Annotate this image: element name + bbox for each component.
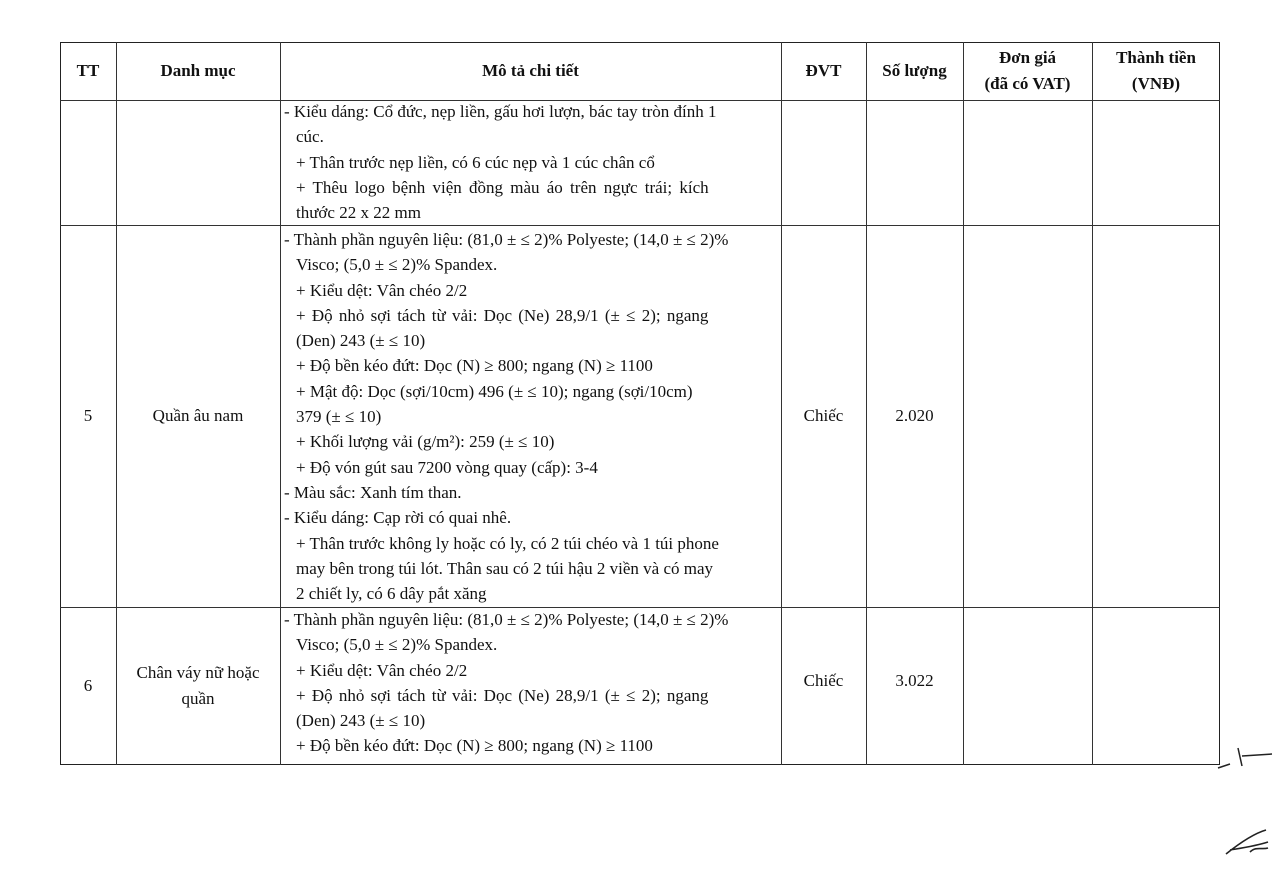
- header-thanh-tien: Thành tiền (VNĐ): [1092, 42, 1220, 100]
- desc-line: - Kiểu dáng: Cạp rời có quai nhê.: [284, 508, 512, 528]
- column-divider: [866, 42, 867, 765]
- column-divider: [1092, 42, 1093, 765]
- header-don-gia-line2: (đã có VAT): [984, 74, 1071, 93]
- row-dvt: Chiếc: [803, 406, 844, 425]
- row-tt: 5: [83, 406, 93, 425]
- column-divider: [116, 42, 117, 765]
- row-danh-muc: Quần âu nam: [152, 406, 244, 425]
- desc-line: - Thành phần nguyên liệu: (81,0 ± ≤ 2)% …: [284, 230, 729, 249]
- desc-line: thước 22 x 22 mm: [296, 203, 421, 223]
- header-dvt: ĐVT: [805, 61, 842, 80]
- desc-line: - Thành phần nguyên liệu: (81,0 ± ≤ 2)% …: [284, 610, 729, 629]
- header-so-luong: Số lượng: [882, 61, 947, 80]
- desc-line: cúc.: [296, 127, 324, 147]
- desc-line: - Màu sắc: Xanh tím than.: [284, 482, 462, 502]
- row-divider: [60, 607, 1220, 608]
- desc-line: 379 (± ≤ 10): [296, 407, 382, 427]
- table-row-description: - Kiểu dáng: Cổ đức, nẹp liền, gấu hơi l…: [284, 99, 774, 225]
- desc-line: Visco; (5,0 ± ≤ 2)% Spandex.: [296, 635, 498, 655]
- table-row-description: - Thành phần nguyên liệu: (81,0 ± ≤ 2)% …: [284, 227, 774, 606]
- row-danh-muc-line1: Chân váy nữ hoặc: [136, 663, 260, 682]
- desc-line: 2 chiết ly, có 6 dây pắt xăng: [296, 584, 487, 604]
- desc-line: + Thân trước không ly hoặc có ly, có 2 t…: [296, 533, 719, 553]
- desc-line: (Den) 243 (± ≤ 10): [296, 711, 426, 731]
- desc-line: + Khối lượng vải (g/m²): 259 (± ≤ 10): [296, 432, 555, 452]
- header-mo-ta: Mô tả chi tiết: [482, 61, 579, 80]
- row-divider: [60, 100, 1220, 101]
- row-tt: 6: [83, 676, 93, 695]
- desc-line: Visco; (5,0 ± ≤ 2)% Spandex.: [296, 255, 498, 275]
- column-divider: [781, 42, 782, 765]
- desc-line: + Độ bền kéo đứt: Dọc (N) ≥ 800; ngang (…: [296, 356, 653, 376]
- header-danh-muc: Danh mục: [160, 61, 236, 80]
- row-so-luong: 3.022: [895, 671, 934, 690]
- desc-line: (Den) 243 (± ≤ 10): [296, 331, 426, 351]
- desc-line: + Kiểu dệt: Vân chéo 2/2: [296, 280, 468, 300]
- header-thanh-tien-line1: Thành tiền: [1116, 48, 1196, 67]
- header-tt: TT: [76, 61, 100, 80]
- desc-line: + Độ bền kéo đứt: Dọc (N) ≥ 800; ngang (…: [296, 736, 653, 756]
- header-don-gia-line1: Đơn giá: [998, 48, 1057, 67]
- row-so-luong: 2.020: [895, 406, 934, 425]
- header-don-gia: Đơn giá (đã có VAT): [963, 42, 1092, 100]
- desc-line: may bên trong túi lót. Thân sau có 2 túi…: [296, 558, 714, 578]
- desc-line: + Thêu logo bệnh viện đồng màu áo trên n…: [296, 177, 709, 197]
- desc-line: - Kiểu dáng: Cổ đức, nẹp liền, gấu hơi l…: [284, 102, 717, 121]
- initials-mark: [1217, 747, 1273, 769]
- desc-line: + Kiểu dệt: Vân chéo 2/2: [296, 660, 468, 680]
- row-dvt: Chiếc: [803, 671, 844, 690]
- desc-line: + Thân trước nẹp liền, có 6 cúc nẹp và 1…: [296, 152, 655, 172]
- table-row-description: - Thành phần nguyên liệu: (81,0 ± ≤ 2)% …: [284, 607, 774, 759]
- signature-mark: [1225, 829, 1269, 855]
- desc-line: + Độ vón gút sau 7200 vòng quay (cấp): 3…: [296, 457, 598, 477]
- spec-table: [60, 42, 1220, 765]
- column-divider: [280, 42, 281, 765]
- row-danh-muc: Chân váy nữ hoặc quần: [116, 607, 280, 765]
- desc-line: + Mật độ: Dọc (sợi/10cm) 496 (± ≤ 10); n…: [296, 381, 693, 401]
- row-divider: [60, 225, 1220, 226]
- header-thanh-tien-line2: (VNĐ): [1131, 74, 1181, 93]
- desc-line: + Độ nhỏ sợi tách từ vải: Dọc (Ne) 28,9/…: [296, 305, 709, 325]
- row-danh-muc-line2: quần: [181, 689, 215, 708]
- column-divider: [963, 42, 964, 765]
- desc-line: + Độ nhỏ sợi tách từ vải: Dọc (Ne) 28,9/…: [296, 685, 709, 705]
